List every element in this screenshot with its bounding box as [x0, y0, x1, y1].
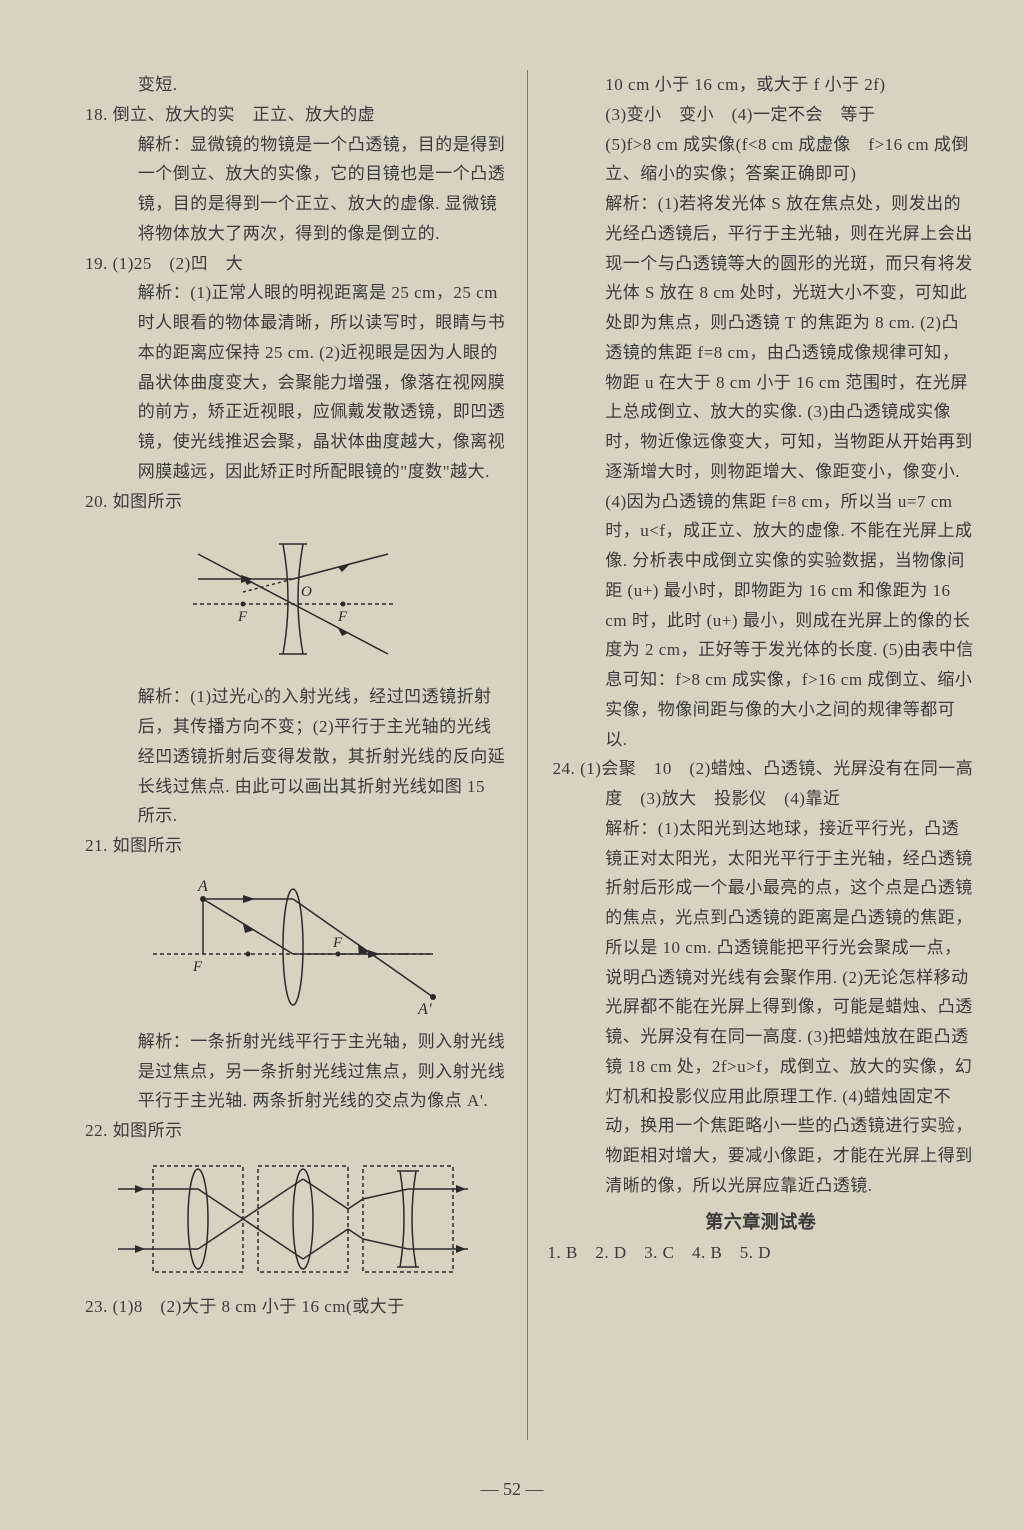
q22-head: 22. 如图所示 [80, 1116, 507, 1146]
svg-text:O: O [301, 584, 312, 600]
q20-head: 20. 如图所示 [80, 487, 507, 517]
q24-head: 24. (1)会聚 10 (2)蜡烛、凸透镜、光屏没有在同一高度 (3)放大 投… [548, 754, 975, 814]
q17-tail: 变短. [80, 70, 507, 100]
figure-20-concave-lens: F F O [173, 524, 413, 674]
figure-22-three-lenses [113, 1154, 473, 1284]
q23-analysis: 解析：(1)若将发光体 S 放在焦点处，则发出的光经凸透镜后，平行于主光轴，则在… [548, 189, 975, 754]
svg-text:F: F [337, 609, 348, 625]
right-column: 10 cm 小于 16 cm，或大于 f 小于 2f) (3)变小 变小 (4)… [530, 70, 975, 1440]
q21-head: 21. 如图所示 [80, 831, 507, 861]
q20-analysis: 解析：(1)过光心的入射光线，经过凹透镜折射后，其传播方向不变；(2)平行于主光… [80, 682, 507, 831]
chapter6-answers: 1. B 2. D 3. C 4. B 5. D [548, 1238, 975, 1268]
q23-head: 23. (1)8 (2)大于 8 cm 小于 16 cm(或大于 [80, 1292, 507, 1322]
column-divider [527, 70, 528, 1440]
q18-head: 18. 倒立、放大的实 正立、放大的虚 [80, 100, 507, 130]
figure-21-convex-lens: A F F A' [143, 869, 443, 1019]
q24-analysis: 解析：(1)太阳光到达地球，接近平行光，凸透镜正对太阳光，太阳光平行于主光轴，经… [548, 814, 975, 1201]
svg-text:F: F [192, 959, 203, 975]
chapter6-heading: 第六章测试卷 [548, 1207, 975, 1239]
q19-head: 19. (1)25 (2)凹 大 [80, 249, 507, 279]
svg-text:F: F [237, 609, 248, 625]
q18-analysis: 解析：显微镜的物镜是一个凸透镜，目的是得到一个倒立、放大的实像，它的目镜也是一个… [80, 130, 507, 249]
q19-analysis: 解析：(1)正常人眼的明视距离是 25 cm，25 cm 时人眼看的物体最清晰，… [80, 278, 507, 486]
q23-cont2: (3)变小 变小 (4)一定不会 等于 [548, 100, 975, 130]
left-column: 变短. 18. 倒立、放大的实 正立、放大的虚 解析：显微镜的物镜是一个凸透镜，… [80, 70, 525, 1440]
svg-text:A': A' [417, 1001, 432, 1018]
q23-cont1: 10 cm 小于 16 cm，或大于 f 小于 2f) [548, 70, 975, 100]
svg-text:A: A [197, 878, 208, 895]
page-number: — 52 — [0, 1479, 1024, 1500]
q21-analysis: 解析：一条折射光线平行于主光轴，则入射光线是过焦点，另一条折射光线过焦点，则入射… [80, 1027, 507, 1116]
q23-cont3: (5)f>8 cm 成实像(f<8 cm 成虚像 f>16 cm 成倒立、缩小的… [548, 130, 975, 190]
svg-text:F: F [332, 935, 343, 951]
